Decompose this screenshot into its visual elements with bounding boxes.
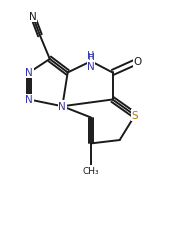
Text: N: N (25, 68, 33, 78)
Text: N: N (25, 95, 33, 105)
Text: H: H (88, 53, 94, 62)
Text: N: N (87, 62, 95, 72)
Text: O: O (133, 57, 142, 67)
Text: S: S (132, 111, 138, 121)
Text: H
N: H N (87, 51, 95, 73)
Text: N: N (58, 102, 66, 112)
Text: N: N (29, 12, 37, 22)
Text: CH₃: CH₃ (83, 166, 99, 175)
